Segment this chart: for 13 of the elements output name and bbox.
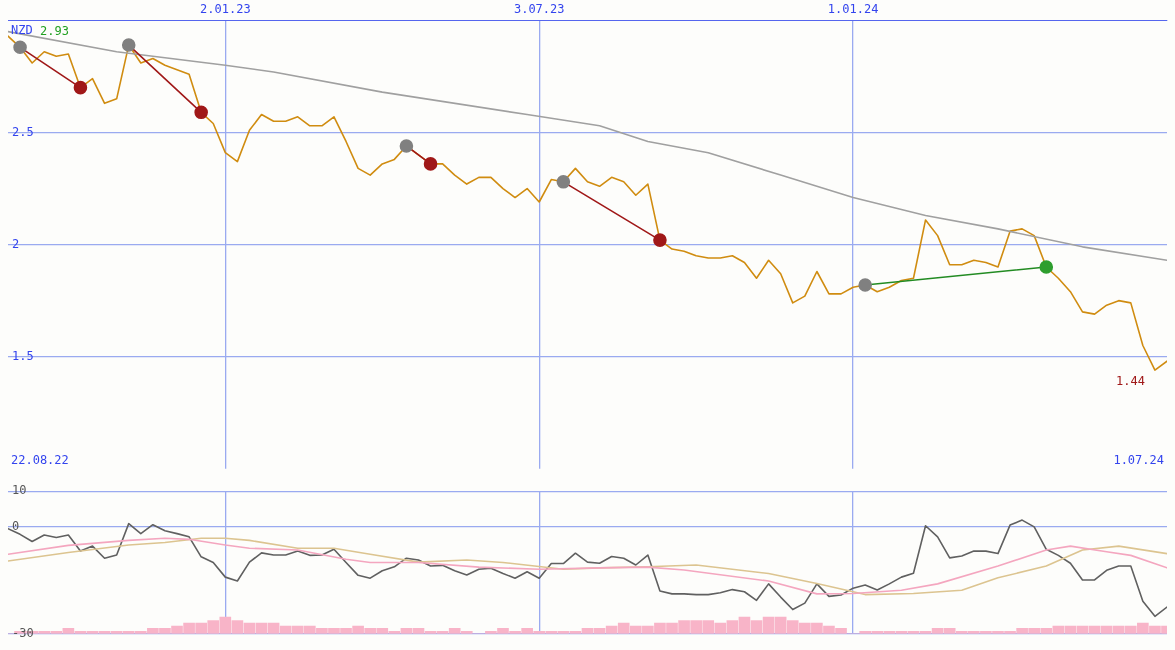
annotation: 1.44: [1116, 374, 1145, 389]
y-tick-label: 2.5: [12, 124, 34, 139]
x-tick-label: 1.01.24: [827, 2, 879, 17]
x-tick-label: 3.07.23: [513, 2, 565, 17]
annotation: 22.08.22: [11, 452, 69, 467]
annotation: 1.07.24: [1113, 452, 1164, 467]
y-axis-title: NZD: [11, 22, 33, 37]
y-tick-label: 1.5: [12, 348, 34, 363]
y-tick-label: 2: [12, 236, 20, 251]
point: [1039, 260, 1054, 274]
x-tick-label: 2.01.23: [200, 2, 251, 17]
annotation: 2.93: [40, 24, 69, 39]
y-tick-label: -30: [12, 625, 34, 640]
